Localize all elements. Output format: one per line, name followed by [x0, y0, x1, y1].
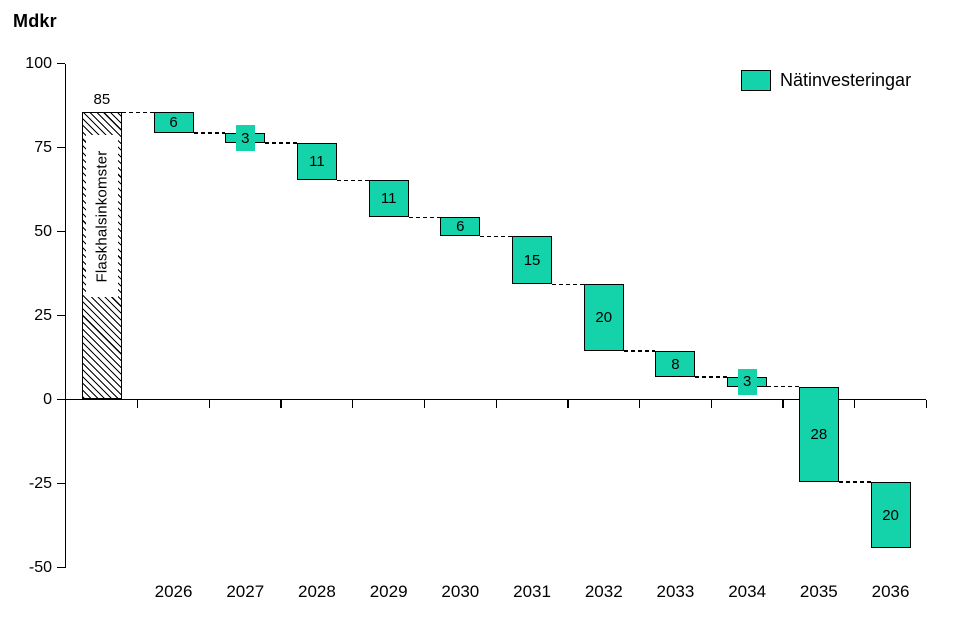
- y-tick--50: [57, 566, 65, 569]
- x-tick-5: [423, 399, 426, 408]
- x-tick-12: [925, 399, 928, 408]
- y-tick-0: [57, 398, 65, 401]
- bar-2028: 11: [296, 143, 337, 181]
- x-year-label-2034: 2034: [728, 582, 767, 601]
- x-year-label-2036: 2036: [871, 582, 910, 601]
- y-tick-label-50: 50: [34, 222, 52, 240]
- y-tick-25: [57, 314, 65, 317]
- x-tick-3: [280, 399, 282, 408]
- x-year-label-2031: 2031: [513, 582, 551, 601]
- x-tick-7: [567, 399, 569, 408]
- x-tick-1: [137, 399, 139, 408]
- y-axis-line: [64, 63, 66, 568]
- y-tick-label-100: 100: [25, 54, 52, 72]
- x-tick-10: [782, 399, 784, 408]
- bar-2036: 20: [870, 481, 911, 549]
- y-tick-75: [57, 146, 65, 149]
- y-tick-label--50: -50: [28, 558, 52, 576]
- bar-2031: 15: [512, 236, 553, 285]
- connector-2: [265, 142, 297, 144]
- connector-5: [480, 235, 513, 237]
- bar-2035: 28: [798, 386, 839, 482]
- y-axis-unit-title: Mdkr: [13, 11, 57, 31]
- y-tick-label--25: -25: [28, 474, 52, 492]
- bar-label-box-2034: 3: [737, 368, 757, 395]
- legend-label: Nätinvesteringar: [780, 70, 912, 90]
- connector-8: [695, 376, 728, 378]
- y-tick-label-0: 0: [43, 390, 52, 408]
- start-value-label: 85: [93, 91, 111, 109]
- x-tick-2: [208, 399, 211, 408]
- y-tick-50: [57, 230, 65, 233]
- y-tick-label-75: 75: [34, 138, 52, 156]
- x-year-label-2035: 2035: [799, 582, 838, 601]
- flaskhalsinkomster-label: Flaskhalsinkomster: [93, 150, 111, 283]
- y-tick-label-25: 25: [34, 306, 52, 324]
- x-year-label-2032: 2032: [584, 582, 623, 601]
- connector-1: [193, 132, 226, 134]
- x-tick-9: [710, 399, 712, 408]
- x-year-label-2029: 2029: [369, 582, 408, 601]
- x-tick-11: [854, 399, 856, 408]
- bar-label-box-2027: 3: [235, 125, 255, 152]
- flaskhalsinkomster-label-box: Flaskhalsinkomster: [85, 135, 118, 298]
- x-tick-8: [638, 399, 641, 408]
- connector-3: [336, 179, 369, 182]
- x-tick-4: [352, 399, 354, 408]
- x-year-label-2026: 2026: [154, 582, 193, 601]
- y-tick--25: [57, 482, 65, 485]
- y-tick-100: [57, 62, 65, 65]
- connector-7: [623, 350, 656, 352]
- connector-9: [767, 386, 799, 388]
- x-tick-6: [495, 399, 497, 408]
- bar-flaskhalsinkomster: Flaskhalsinkomster: [81, 112, 122, 400]
- legend: Nätinvesteringar: [741, 69, 911, 91]
- x-year-label-2030: 2030: [441, 582, 480, 601]
- x-year-label-2033: 2033: [656, 582, 695, 601]
- x-year-label-2028: 2028: [298, 582, 336, 601]
- bar-2030: 6: [440, 217, 481, 237]
- connector-10: [838, 481, 871, 483]
- bar-2026: 6: [153, 112, 194, 134]
- bar-2029: 11: [368, 180, 409, 218]
- legend-swatch: [741, 69, 771, 91]
- connector-0: [121, 111, 154, 113]
- bar-2032: 20: [583, 284, 624, 352]
- x-year-label-2027: 2027: [226, 582, 265, 601]
- bar-2033: 8: [655, 351, 696, 377]
- connector-6: [552, 283, 584, 285]
- x-axis-line: [64, 398, 927, 401]
- connector-4: [408, 216, 441, 219]
